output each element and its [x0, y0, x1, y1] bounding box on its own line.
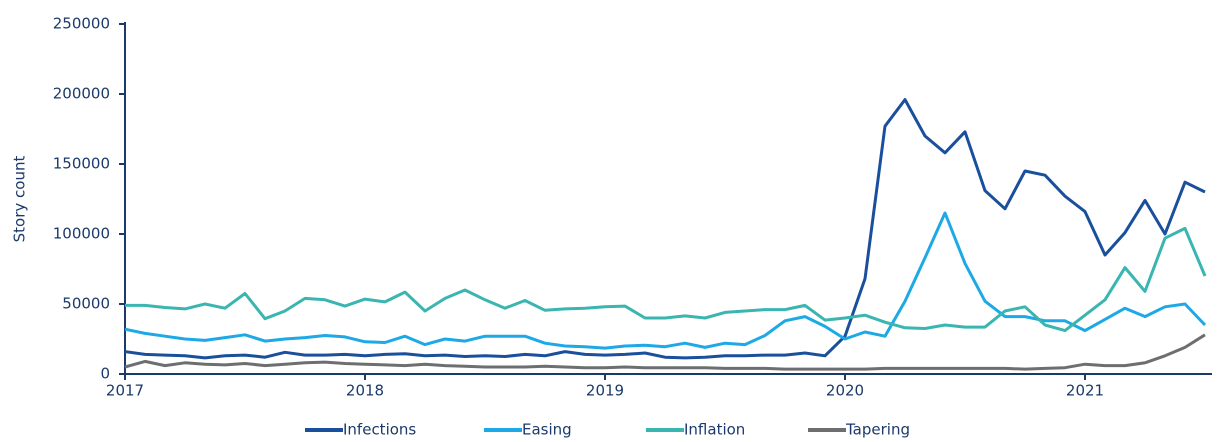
- y-tick-label: 50000: [62, 295, 110, 313]
- series-line: [124, 98, 1206, 360]
- legend-label: Easing: [522, 421, 572, 439]
- x-tick-label: 2021: [1066, 382, 1104, 400]
- y-tick-label: 250000: [53, 15, 110, 33]
- legend-label: Tapering: [845, 421, 910, 439]
- legend-label: Infections: [343, 421, 416, 439]
- series-line: [125, 226, 1207, 333]
- x-tick-label: 2020: [826, 382, 864, 400]
- y-tick-label: 200000: [53, 85, 110, 103]
- y-tick-label: 150000: [53, 155, 110, 173]
- y-tick-label: 0: [100, 365, 110, 383]
- x-tick-label: 2019: [586, 382, 624, 400]
- x-tick-label: 2017: [106, 382, 144, 400]
- x-tick-label: 2018: [346, 382, 384, 400]
- legend-label: Inflation: [684, 421, 745, 439]
- y-tick-label: 100000: [53, 225, 110, 243]
- series-line: [124, 211, 1207, 350]
- series-line: [124, 333, 1206, 371]
- y-axis-label: Story count: [11, 156, 29, 243]
